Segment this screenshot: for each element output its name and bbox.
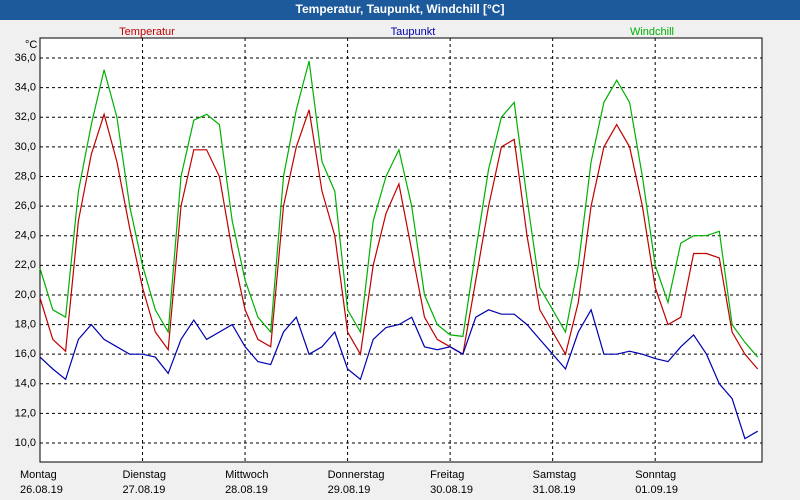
x-tick-label: Donnerstag [328, 469, 385, 481]
y-tick-label: 26,0 [15, 200, 36, 212]
series-line [39, 109, 759, 370]
y-unit: °C [25, 39, 37, 51]
y-tick-label: 20,0 [15, 289, 36, 301]
x-tick-label: Dienstag [123, 469, 166, 481]
y-tick-label: 10,0 [15, 437, 36, 449]
y-tick-label: 14,0 [15, 378, 36, 390]
legend-label: Taupunkt [391, 26, 436, 38]
plot-area [39, 37, 763, 463]
y-tick-label: 12,0 [15, 407, 36, 419]
x-tick-label: 28.08.19 [225, 484, 268, 496]
title-bar [0, 0, 800, 20]
x-tick-label: Sonntag [635, 469, 676, 481]
x-tick-label: 27.08.19 [123, 484, 166, 496]
series-line [39, 60, 759, 358]
x-tick-label: 01.09.19 [635, 484, 678, 496]
x-tick-label: 31.08.19 [533, 484, 576, 496]
y-tick-label: 18,0 [15, 318, 36, 330]
y-tick-label: 24,0 [15, 230, 36, 242]
legend-label: Temperatur [119, 26, 175, 38]
x-tick-label: 30.08.19 [430, 484, 473, 496]
series-line [39, 308, 759, 440]
y-tick-label: 22,0 [15, 259, 36, 271]
x-tick-label: Montag [20, 469, 57, 481]
legend-label: Windchill [630, 26, 674, 38]
y-tick-label: 36,0 [15, 52, 36, 64]
y-tick-label: 32,0 [15, 111, 36, 123]
chart-title: Temperatur, Taupunkt, Windchill [°C] [296, 2, 505, 16]
x-tick-label: Freitag [430, 469, 464, 481]
y-tick-label: 28,0 [15, 170, 36, 182]
x-tick-label: Mittwoch [225, 469, 268, 481]
y-tick-label: 30,0 [15, 141, 36, 153]
y-tick-label: 34,0 [15, 82, 36, 94]
x-tick-label: 26.08.19 [20, 484, 63, 496]
x-tick-label: 29.08.19 [328, 484, 371, 496]
x-tick-label: Samstag [533, 469, 576, 481]
y-tick-label: 16,0 [15, 348, 36, 360]
